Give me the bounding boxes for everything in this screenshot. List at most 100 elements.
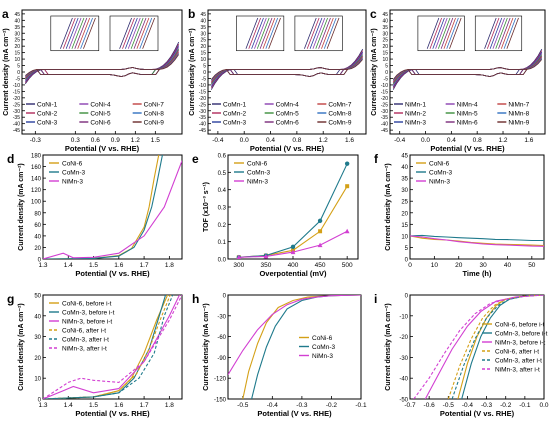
y-tick-label: 45 [401, 154, 408, 160]
y-tick-label: 0 [38, 258, 42, 264]
x-tick-label: 0.9 [111, 137, 120, 144]
y-tick-label: 40 [34, 314, 41, 320]
legend-label: CoMn-3, before i-t [62, 310, 115, 317]
inset-line [449, 17, 462, 49]
y-tick-label: -5 [384, 76, 389, 82]
legend-label: NiMn-2 [405, 111, 426, 118]
x-tick-label: -0.6 [424, 402, 436, 409]
x-axis-label: Potential (V vs. RHE) [65, 144, 140, 153]
series-line [392, 59, 543, 80]
x-tick-label: 350 [260, 262, 271, 269]
y-tick-label: -90 [217, 356, 226, 362]
y-tick-label: -15 [13, 89, 20, 95]
x-tick-label: 1.5 [151, 137, 160, 144]
inset-line [312, 17, 326, 49]
inset-line [426, 17, 440, 49]
y-tick-label: 30 [401, 188, 408, 194]
legend-label: CoNi-8 [144, 111, 165, 118]
legend-label: CoMn-3, before i-t [495, 331, 548, 338]
x-tick-label: 0.4 [447, 137, 456, 144]
inset-line [429, 17, 442, 49]
plot-area [392, 48, 543, 90]
y-tick-label: -15 [381, 89, 388, 95]
x-tick-label: -0.5 [237, 402, 249, 409]
y-tick-label: -10 [199, 83, 206, 89]
inset-line [443, 17, 456, 49]
y-axis-label: Current density (mA cm⁻²) [18, 303, 25, 390]
x-axis-label: Potential (V vs. RHE) [75, 269, 150, 278]
legend-label: CoNi-2 [37, 111, 58, 118]
legend-label: CoNi-9 [144, 120, 165, 127]
plot-area [236, 161, 350, 259]
y-tick-label: -35 [381, 115, 388, 121]
y-tick-label: 50 [34, 294, 41, 300]
legend-label: CoMn-3 [429, 170, 453, 177]
inset-line [80, 17, 93, 49]
y-axis-label: Current density (mA cm⁻²) [385, 303, 392, 390]
y-tick-label: -5 [202, 76, 207, 82]
panel-letter: d [7, 152, 14, 166]
inset-line [248, 17, 261, 49]
legend-label: NiMn-3, after i-t [62, 346, 107, 353]
x-tick-label: 1.8 [165, 262, 174, 269]
plot-area [43, 295, 182, 399]
x-tick-label: 1.4 [64, 262, 73, 269]
y-tick-label: 0.4 [218, 188, 227, 194]
y-tick-label: 30 [14, 31, 20, 37]
legend-label: NiMn-3 [405, 120, 426, 127]
inset-line [435, 17, 448, 49]
y-tick-label: -40 [13, 122, 20, 128]
legend-label: NiMn-3, after i-t [495, 367, 540, 374]
legend-label: NiMn-3 [62, 179, 83, 186]
y-tick-label: 40 [401, 165, 408, 171]
y-tick-label: 45 [14, 12, 20, 18]
y-tick-label: 5 [405, 246, 409, 252]
x-tick-label: 1.7 [140, 262, 149, 269]
legend-label: CoMn-3 [223, 120, 247, 127]
y-tick-label: -40 [381, 122, 388, 128]
y-axis-label: Current density (mA cm⁻²) [189, 28, 196, 115]
y-tick-label: -45 [381, 128, 388, 134]
legend-label: NiMn-6 [457, 120, 478, 127]
legend-label: CoNi-6, before i-t [495, 322, 545, 329]
legend-label: CoNi-6 [429, 161, 450, 168]
data-point [317, 218, 323, 224]
y-axis-label: Current density (mA cm⁻²) [3, 28, 10, 115]
inset-line [446, 17, 459, 49]
series-line [210, 59, 363, 80]
x-axis-label: Potential (V vs. RHE) [257, 409, 332, 418]
inset-line [500, 17, 514, 49]
y-tick-label: 35 [14, 25, 20, 31]
series-line [25, 54, 180, 77]
y-tick-label: -30 [13, 109, 20, 115]
legend-label: CoNi-6 [247, 161, 268, 168]
y-tick-label: -20 [199, 96, 206, 102]
y-tick-label: 10 [34, 377, 41, 383]
legend-label: CoNi-5 [90, 111, 111, 118]
inset-line [119, 17, 132, 49]
inset-line [124, 17, 138, 49]
inset-line [326, 17, 340, 49]
inset-line [139, 17, 153, 49]
inset-line [254, 17, 267, 49]
x-axis-label: Time (h) [462, 269, 492, 278]
panel-b: -45-40-35-30-25-20-15-10-505101520253035… [188, 7, 367, 153]
series-line [43, 160, 182, 259]
data-point [317, 242, 323, 248]
y-tick-label: 5 [385, 64, 388, 70]
y-tick-label: 0.6 [218, 154, 227, 160]
y-tick-label: 0 [385, 70, 388, 76]
data-point [344, 161, 350, 166]
panel-a: -45-40-35-30-25-20-15-10-505101520253035… [2, 7, 183, 153]
legend-label: CoMn-3 [62, 170, 86, 177]
y-tick-label: 40 [14, 18, 20, 24]
inset-line [492, 17, 505, 49]
plot-area [413, 295, 544, 399]
y-tick-label: 0 [223, 294, 227, 300]
legend-label: CoMn-2 [223, 111, 247, 118]
y-tick-label: -150 [214, 398, 227, 404]
y-tick-label: 0.3 [218, 206, 227, 212]
y-tick-label: -30 [399, 356, 408, 362]
inset-line [71, 17, 85, 49]
x-tick-label: 1.7 [140, 402, 149, 409]
